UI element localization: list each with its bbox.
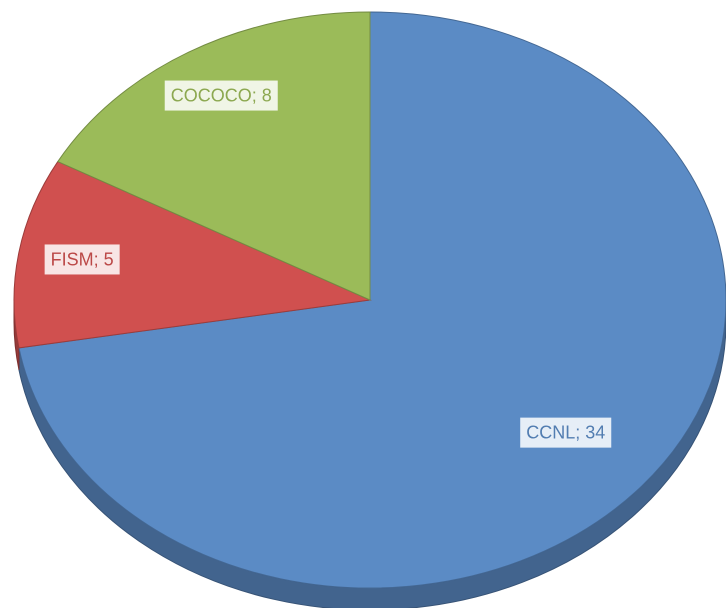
data-label-text: CCNL; 34	[526, 423, 605, 443]
data-label-box	[520, 417, 612, 448]
slice	[13, 160, 372, 349]
data-label-text: FISM; 5	[51, 249, 114, 269]
data-label-text: COCOCO; 8	[171, 86, 272, 106]
data-label: COCOCO; 8	[164, 80, 278, 111]
data-label: CCNL; 34	[520, 417, 612, 448]
data-label-box	[164, 80, 278, 111]
slice	[57, 11, 371, 301]
data-label: FISM; 5	[44, 244, 120, 275]
data-label-box	[44, 244, 120, 275]
